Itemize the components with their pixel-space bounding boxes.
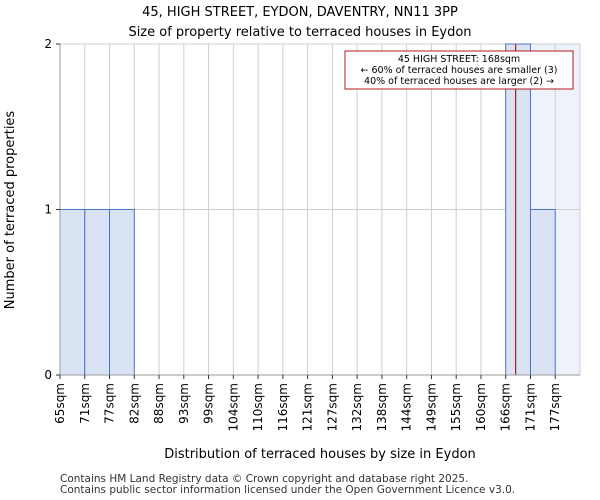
x-tick-label-166sqm: 166sqm xyxy=(499,383,513,431)
x-tick-label-177sqm: 177sqm xyxy=(548,383,562,431)
x-tick-label-110sqm: 110sqm xyxy=(251,383,265,431)
x-tick-label-116sqm: 116sqm xyxy=(276,383,290,431)
x-tick-label-149sqm: 149sqm xyxy=(424,383,438,431)
x-tick-label-82sqm: 82sqm xyxy=(127,383,141,424)
footer: Contains HM Land Registry data © Crown c… xyxy=(60,474,515,496)
x-tick-label-99sqm: 99sqm xyxy=(202,383,216,424)
x-tick-label-65sqm: 65sqm xyxy=(53,383,67,424)
bar-65sqm xyxy=(59,209,86,376)
x-tick-label-160sqm: 160sqm xyxy=(474,383,488,431)
x-tick-label-88sqm: 88sqm xyxy=(152,383,166,424)
plot-area: 0 1 2 65sqm 71sqm 77sqm 82sqm 88sqm 93sqm 99sqm 10… xyxy=(44,37,581,431)
x-tick-label-144sqm: 144sqm xyxy=(400,383,414,431)
bar-171sqm xyxy=(529,209,556,376)
annotation-line-1: 45 HIGH STREET: 168sqm xyxy=(398,54,520,65)
x-tick-label-138sqm: 138sqm xyxy=(375,383,389,431)
annotation-line-3: 40% of terraced houses are larger (2) → xyxy=(364,76,554,87)
x-axis-label: Distribution of terraced houses by size … xyxy=(164,447,476,462)
x-tick-label-71sqm: 71sqm xyxy=(78,383,92,424)
x-tick-label-127sqm: 127sqm xyxy=(325,383,339,431)
y-axis-label: Number of terraced properties xyxy=(3,111,18,310)
x-tick-label-132sqm: 132sqm xyxy=(350,383,364,431)
x-tick-label-104sqm: 104sqm xyxy=(226,383,240,431)
bar-71sqm xyxy=(84,209,111,376)
footer-line-2: Contains public sector information licen… xyxy=(60,484,516,496)
x-tick-label-121sqm: 121sqm xyxy=(301,383,315,431)
y-tick-label: 0 xyxy=(44,368,52,382)
annotation-box: 45 HIGH STREET: 168sqm ← 60% of terraced… xyxy=(344,50,574,90)
x-tick-label-93sqm: 93sqm xyxy=(177,383,191,424)
chart-subtitle: Size of property relative to terraced ho… xyxy=(128,25,471,40)
bar-166sqm xyxy=(505,43,531,376)
bar-77sqm xyxy=(109,209,135,376)
x-tick-label-77sqm: 77sqm xyxy=(103,383,117,424)
x-tick-label-155sqm: 155sqm xyxy=(449,383,463,431)
y-tick-label: 1 xyxy=(44,203,52,217)
annotation-line-2: ← 60% of terraced houses are smaller (3) xyxy=(361,65,558,76)
y-tick-label: 2 xyxy=(44,37,52,51)
x-tick-label-171sqm: 171sqm xyxy=(523,383,537,431)
chart-title: 45, HIGH STREET, EYDON, DAVENTRY, NN11 3… xyxy=(142,5,458,20)
annotation-frame xyxy=(344,50,574,90)
footer-line-1: Contains HM Land Registry data © Crown c… xyxy=(60,473,469,485)
